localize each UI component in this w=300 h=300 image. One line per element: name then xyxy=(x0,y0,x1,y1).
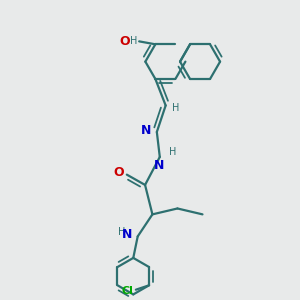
Text: H: H xyxy=(118,227,125,237)
Text: H: H xyxy=(169,147,177,157)
Text: O: O xyxy=(114,166,124,179)
Text: N: N xyxy=(154,159,164,172)
Text: N: N xyxy=(141,124,152,137)
Text: N: N xyxy=(122,229,132,242)
Text: Cl: Cl xyxy=(122,286,134,296)
Text: H: H xyxy=(130,36,138,46)
Text: O: O xyxy=(119,34,130,48)
Text: H: H xyxy=(172,103,179,113)
